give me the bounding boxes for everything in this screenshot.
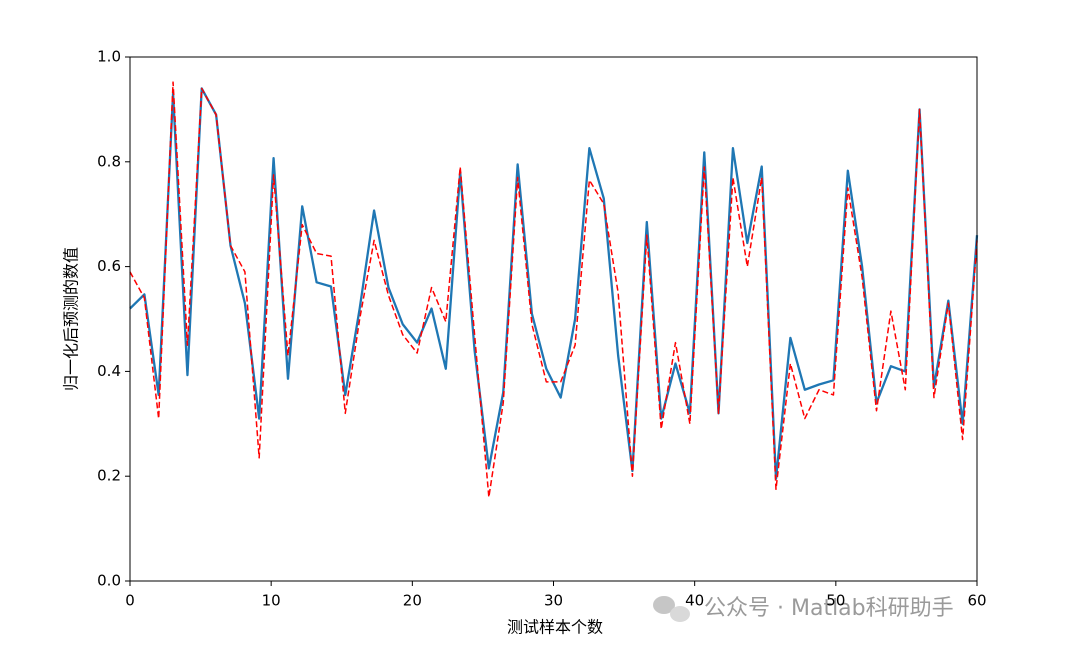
watermark-icon <box>653 596 690 622</box>
y-tick-label: 0.0 <box>97 572 121 590</box>
y-axis-label: 归一化后预测的数值 <box>62 247 81 391</box>
y-tick-label: 0.4 <box>97 362 121 380</box>
x-tick-label: 40 <box>685 592 704 610</box>
y-tick-label: 0.6 <box>97 257 121 275</box>
x-tick-label: 10 <box>262 592 281 610</box>
y-tick-label: 0.2 <box>97 467 121 485</box>
y-tick-label: 0.8 <box>97 152 121 170</box>
series-line <box>129 81 978 498</box>
y-tick-label: 1.0 <box>97 48 121 66</box>
x-tick-label: 50 <box>826 592 845 610</box>
x-tick-label: 60 <box>967 592 986 610</box>
x-tick-label: 20 <box>403 592 422 610</box>
plot-frame <box>129 56 978 582</box>
watermark: 公众号 · Matlab科研助手 <box>704 596 954 621</box>
x-axis-label: 测试样本个数 <box>507 618 603 637</box>
x-tick-label: 30 <box>544 592 563 610</box>
x-tick-label: 0 <box>125 592 135 610</box>
series-line <box>129 87 979 480</box>
